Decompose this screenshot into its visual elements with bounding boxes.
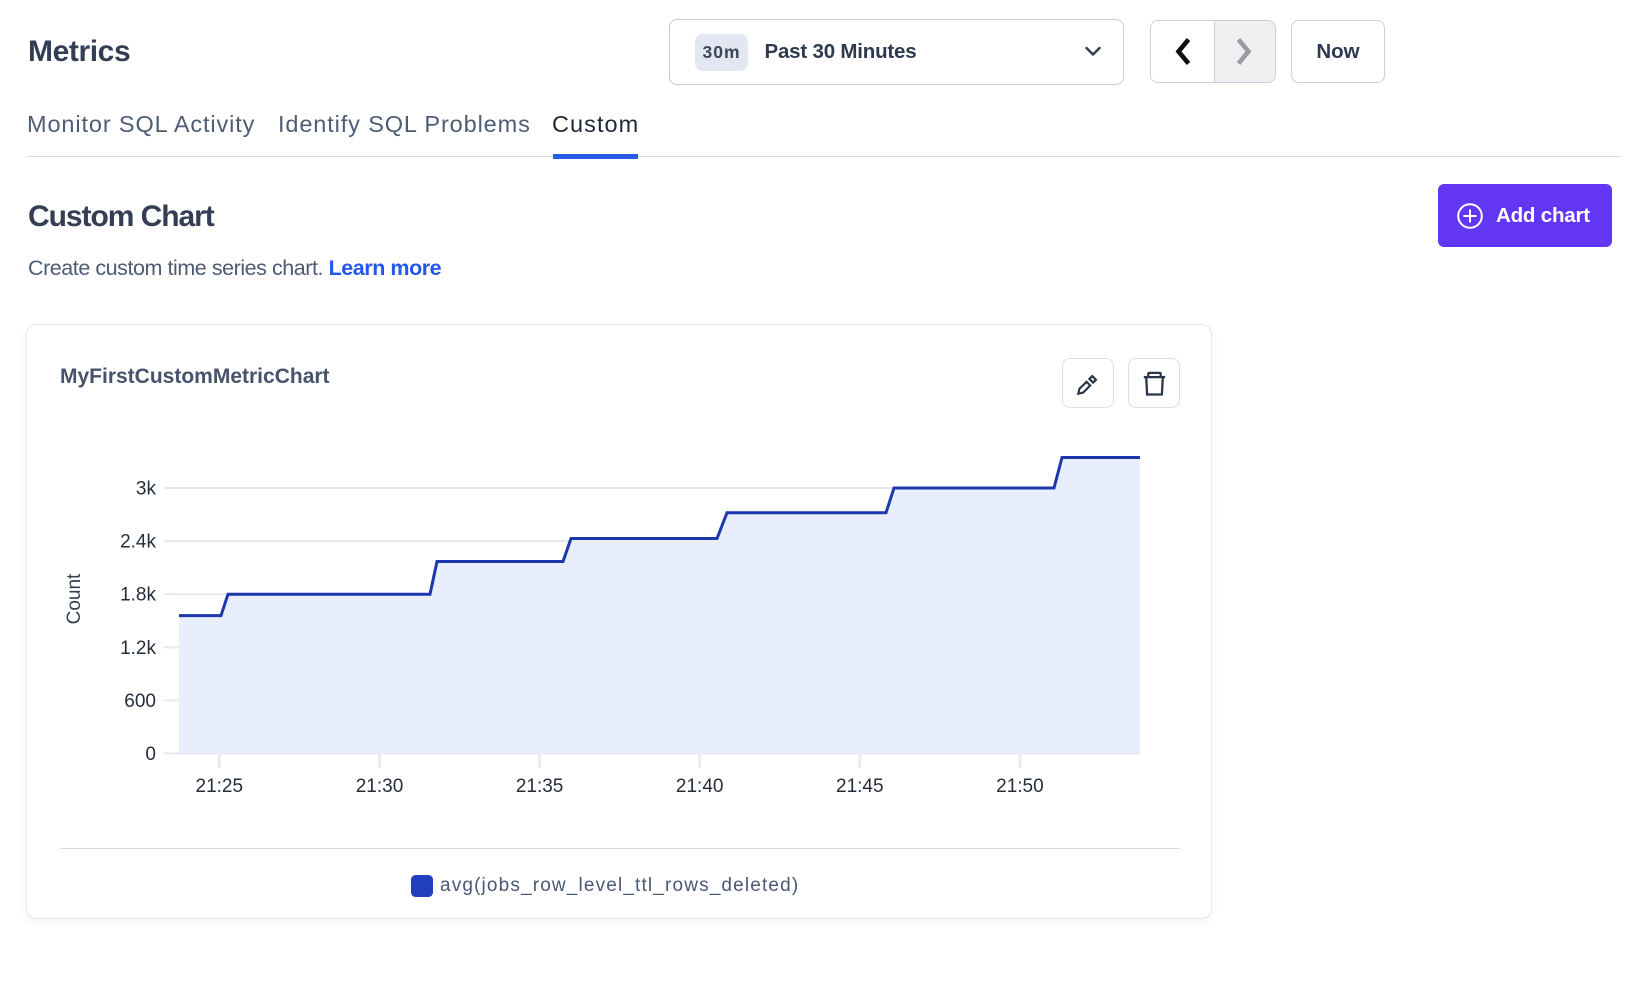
- svg-text:21:35: 21:35: [516, 776, 564, 797]
- svg-text:2.4k: 2.4k: [120, 532, 156, 553]
- svg-text:21:45: 21:45: [836, 776, 884, 797]
- svg-text:21:25: 21:25: [196, 776, 244, 797]
- svg-text:21:30: 21:30: [356, 776, 404, 797]
- svg-text:3k: 3k: [136, 479, 157, 500]
- svg-text:21:50: 21:50: [996, 776, 1044, 797]
- svg-text:600: 600: [124, 691, 156, 712]
- svg-text:1.2k: 1.2k: [120, 638, 156, 659]
- svg-text:0: 0: [145, 744, 156, 765]
- svg-text:1.8k: 1.8k: [120, 585, 156, 606]
- svg-text:Count: Count: [64, 573, 85, 624]
- svg-text:21:40: 21:40: [676, 776, 724, 797]
